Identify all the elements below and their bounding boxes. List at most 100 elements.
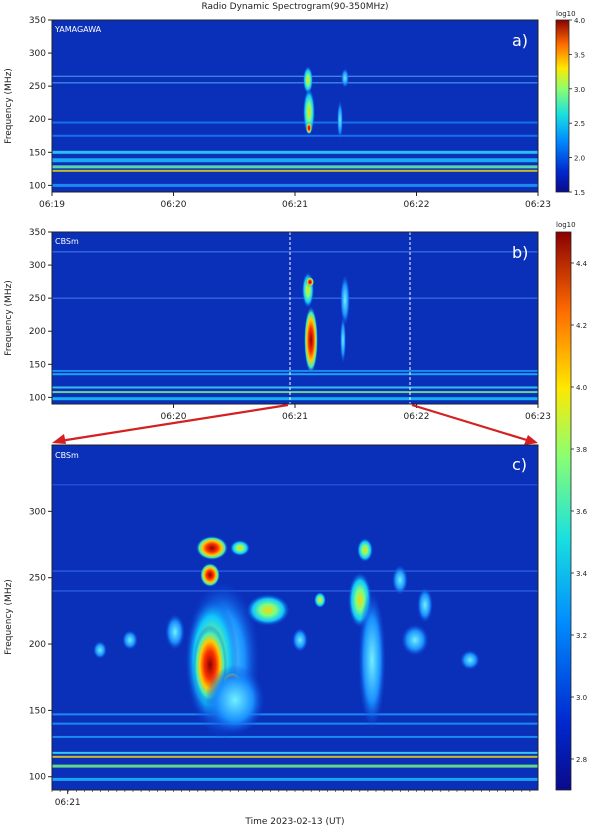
y-tick-label: 150 xyxy=(29,706,46,716)
panel-c: CBSm c) 100 150 200 250 300 06:21 Frequency (… xyxy=(4,444,539,808)
panel-c-ylabel: Frequency (MHz) xyxy=(4,579,14,655)
y-tick-label: 250 xyxy=(29,82,46,92)
y-tick-label: 150 xyxy=(29,148,46,158)
interference-band xyxy=(52,165,538,169)
interference-band xyxy=(52,735,538,738)
interference-band xyxy=(52,751,538,754)
panel-b-colorbar-label: log10 xyxy=(556,221,576,229)
colorbar-tick-label: 2.0 xyxy=(574,155,585,163)
interference-band xyxy=(52,169,538,172)
interference-band xyxy=(52,121,538,124)
interference-band xyxy=(52,369,538,372)
colorbar-tick-label: 3.5 xyxy=(574,51,585,59)
interference-band xyxy=(52,373,538,376)
y-tick-label: 200 xyxy=(29,327,46,337)
y-tick-label: 350 xyxy=(29,228,46,238)
interference-band xyxy=(52,386,538,389)
y-tick-label: 250 xyxy=(29,574,46,584)
interference-band xyxy=(52,722,538,725)
interference-band xyxy=(52,82,538,84)
panel-c-background xyxy=(52,445,538,790)
panel-a-station: YAMAGAWA xyxy=(54,25,102,34)
panel-c-station: CBSm xyxy=(55,451,79,460)
panel-a-burst xyxy=(303,66,349,140)
y-tick-label: 150 xyxy=(29,360,46,370)
colorbar-tick-label: 3.2 xyxy=(576,632,587,640)
y-tick-label: 300 xyxy=(29,49,46,59)
colorbar-tick-label: 4.0 xyxy=(574,17,585,25)
figure-title: Radio Dynamic Spectrogram(90-350MHz) xyxy=(201,2,388,12)
y-tick-label: 350 xyxy=(29,16,46,26)
panel-b-background xyxy=(52,232,538,404)
y-tick-label: 100 xyxy=(29,181,46,191)
x-tick-label: 06:21 xyxy=(282,200,308,210)
interference-band xyxy=(52,764,538,768)
interference-band xyxy=(52,755,538,758)
zoom-arrow-right xyxy=(411,403,531,443)
x-tick-label: 06:21 xyxy=(282,412,308,422)
interference-band xyxy=(52,391,538,394)
interference-band xyxy=(52,297,538,299)
panel-a-background xyxy=(52,20,538,192)
colorbar-tick-label: 3.4 xyxy=(576,570,588,578)
colorbar-tick-label: 1.5 xyxy=(574,189,585,197)
zoom-arrows xyxy=(52,403,538,445)
zoom-arrowhead-right xyxy=(524,435,538,445)
panel-a-colorbar-label: log10 xyxy=(556,10,576,18)
panel-b-label: b) xyxy=(512,243,528,262)
y-tick-label: 300 xyxy=(29,261,46,271)
y-tick-label: 200 xyxy=(29,115,46,125)
panel-c-axes: 100 150 200 250 300 06:21 xyxy=(29,507,531,808)
panel-a: YAMAGAWA a) 100 150 200 250 300 350 06:19 06:20… xyxy=(4,10,585,210)
panel-b-ylabel: Frequency (MHz) xyxy=(4,280,14,356)
panel-a-colorbar-ticks: 1.5 2.0 2.5 3.0 3.5 4.0 xyxy=(569,17,585,197)
panel-b-colorbar xyxy=(555,231,572,791)
y-tick-label: 250 xyxy=(29,294,46,304)
x-axis-label: Time 2023-02-13 (UT) xyxy=(244,817,344,827)
panel-b-interference-bands xyxy=(52,251,538,401)
interference-band xyxy=(52,777,538,781)
y-tick-label: 100 xyxy=(29,773,46,783)
panel-b-colorbar-ticks: 2.8 3.0 3.2 3.4 3.6 3.8 4.0 4.2 4.4 xyxy=(571,260,588,764)
x-tick-label: 06:23 xyxy=(525,200,551,210)
colorbar-tick-label: 4.0 xyxy=(576,384,587,392)
x-tick-label: 06:22 xyxy=(404,412,430,422)
x-tick-label: 06:22 xyxy=(404,200,430,210)
panel-a-ylabel: Frequency (MHz) xyxy=(4,68,14,144)
panel-a-label: a) xyxy=(512,31,528,50)
colorbar-tick-label: 4.2 xyxy=(576,322,587,330)
interference-band xyxy=(52,75,538,77)
colorbar-tick-label: 2.8 xyxy=(576,756,587,764)
zoom-arrow-left xyxy=(59,403,289,443)
y-tick-label: 300 xyxy=(29,507,46,517)
x-tick-label: 06:19 xyxy=(39,200,65,210)
interference-band xyxy=(52,158,538,163)
interference-band xyxy=(52,713,538,716)
interference-band xyxy=(52,570,538,572)
colorbar-tick-label: 3.8 xyxy=(576,446,587,454)
panel-a-interference-bands xyxy=(52,75,538,187)
panel-c-interference-bands xyxy=(52,484,538,781)
panel-b-station: CBSm xyxy=(55,237,79,246)
interference-band xyxy=(52,590,538,592)
interference-band xyxy=(52,251,538,253)
colorbar-tick-label: 4.4 xyxy=(576,260,588,268)
x-tick-label: 06:20 xyxy=(161,200,187,210)
interference-band xyxy=(52,150,538,154)
y-tick-label: 100 xyxy=(29,393,46,403)
zoom-arrowhead-left xyxy=(52,434,66,444)
panel-b-burst xyxy=(302,272,350,374)
panel-c-label: c) xyxy=(512,455,527,474)
panel-c-burst xyxy=(93,536,480,740)
panel-a-colorbar xyxy=(555,19,570,193)
panel-a-axes: 100 150 200 250 300 350 06:19 06:20 06:21 06:22 06… xyxy=(29,16,551,210)
interference-band xyxy=(52,484,538,486)
y-tick-label: 200 xyxy=(29,640,46,650)
interference-band xyxy=(52,183,538,187)
x-tick-label: 06:21 xyxy=(55,798,81,808)
colorbar-tick-label: 3.0 xyxy=(576,694,587,702)
interference-band xyxy=(52,134,538,137)
colorbar-tick-label: 3.6 xyxy=(576,508,588,516)
interference-band xyxy=(52,397,538,401)
